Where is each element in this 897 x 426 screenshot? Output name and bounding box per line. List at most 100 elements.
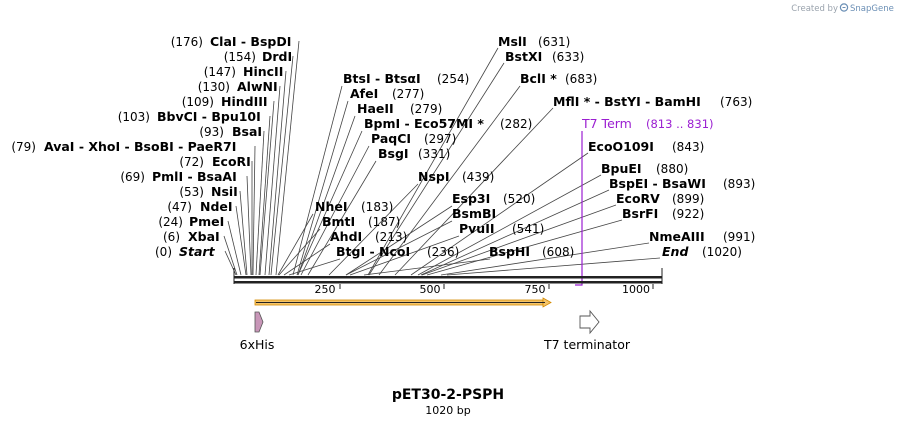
svg-text:MslI: MslI bbox=[498, 34, 527, 49]
site-hincii[interactable]: (147) HincII bbox=[204, 64, 284, 79]
site-bpuei[interactable]: BpuEI (880) bbox=[601, 161, 688, 176]
svg-text:(1020): (1020) bbox=[702, 245, 742, 259]
svg-text:BstXI: BstXI bbox=[505, 49, 542, 64]
tick-1000: 1000 bbox=[622, 283, 650, 296]
site-bsphi[interactable]: BspHI (608) bbox=[489, 244, 574, 259]
svg-text:(520): (520) bbox=[503, 192, 535, 206]
site-nhei[interactable]: NheI (183) bbox=[315, 199, 393, 214]
site-hindiii[interactable]: (109) HindIII bbox=[182, 94, 268, 109]
svg-text:BmtI: BmtI bbox=[322, 214, 355, 229]
svg-text:BsrFI: BsrFI bbox=[622, 206, 658, 221]
svg-text:Start: Start bbox=[179, 244, 216, 259]
site-drdi[interactable]: (154) DrdI bbox=[224, 49, 292, 64]
svg-text:(331): (331) bbox=[418, 147, 450, 161]
site-xbai[interactable]: (6) XbaI bbox=[163, 229, 220, 244]
svg-text:MflI * - BstYI - BamHI: MflI * - BstYI - BamHI bbox=[553, 94, 701, 109]
site-pvuii[interactable]: PvuII (541) bbox=[459, 221, 544, 236]
svg-text:(608): (608) bbox=[542, 245, 574, 259]
site-esp3i[interactable]: Esp3I (520) bbox=[452, 191, 535, 206]
svg-text:NspI: NspI bbox=[418, 169, 450, 184]
svg-text:HindIII: HindIII bbox=[221, 94, 268, 109]
orf-arrow[interactable] bbox=[254, 297, 552, 308]
svg-text:ClaI - BspDI: ClaI - BspDI bbox=[210, 34, 291, 49]
map-length: 1020 bp bbox=[425, 404, 470, 417]
site-avai-xhoi-bsobi-paer7i[interactable]: (79) AvaI - XhoI - BsoBI - PaeR7I bbox=[11, 139, 236, 154]
svg-text:BspEI - BsaWI: BspEI - BsaWI bbox=[609, 176, 706, 191]
site-nspi[interactable]: NspI (439) bbox=[418, 169, 494, 184]
tick-500: 500 bbox=[420, 283, 441, 296]
sequence-backbone bbox=[233, 268, 663, 284]
site-ecori[interactable]: (72) EcoRI bbox=[179, 154, 250, 169]
site-end[interactable]: End (1020) bbox=[662, 244, 742, 259]
site-clai-bspdi[interactable]: (176) ClaI - BspDI bbox=[171, 34, 292, 49]
svg-text:(213): (213) bbox=[375, 230, 407, 244]
site-bcli[interactable]: BclI * (683) bbox=[520, 71, 597, 86]
svg-text:(282): (282) bbox=[500, 117, 532, 131]
svg-text:(541): (541) bbox=[512, 222, 544, 236]
svg-text:(176): (176) bbox=[171, 35, 203, 49]
svg-text:AlwNI: AlwNI bbox=[237, 79, 278, 94]
site-bspei-bsawi[interactable]: BspEI - BsaWI (893) bbox=[609, 176, 755, 191]
site-ndei[interactable]: (47) NdeI bbox=[167, 199, 232, 214]
svg-text:BsmBI: BsmBI bbox=[452, 206, 496, 221]
site-bsmbi[interactable]: BsmBI bbox=[452, 206, 496, 221]
site-bstxi[interactable]: BstXI (633) bbox=[505, 49, 584, 64]
svg-text:(277): (277) bbox=[392, 87, 424, 101]
site-nmeaiii[interactable]: NmeAIII (991) bbox=[649, 229, 755, 244]
t7-term-label[interactable]: T7 Term (813 .. 831) bbox=[581, 116, 714, 131]
site-ecoo109i[interactable]: EcoO109I (843) bbox=[588, 139, 704, 154]
svg-text:(893): (893) bbox=[723, 177, 755, 191]
site-bmti[interactable]: BmtI (187) bbox=[322, 214, 400, 229]
site-ecorv[interactable]: EcoRV (899) bbox=[616, 191, 704, 206]
svg-text:NmeAIII: NmeAIII bbox=[649, 229, 705, 244]
site-paqci[interactable]: PaqCI (297) bbox=[371, 131, 456, 146]
site-pmei[interactable]: (24) PmeI bbox=[158, 214, 224, 229]
svg-text:BsaI: BsaI bbox=[232, 124, 262, 139]
site-bsrfi[interactable]: BsrFI (922) bbox=[622, 206, 704, 221]
site-start[interactable]: (0) Start bbox=[155, 244, 216, 259]
site-bsai[interactable]: (93) BsaI bbox=[199, 124, 262, 139]
svg-text:BbvCI - Bpu10I: BbvCI - Bpu10I bbox=[157, 109, 261, 124]
svg-text:(631): (631) bbox=[538, 35, 570, 49]
site-btsi-btsai[interactable]: BtsI - BtsαI (254) bbox=[343, 71, 469, 86]
site-btgi-ncoi[interactable]: BtgI - NcoI (236) bbox=[336, 244, 459, 259]
site-afei[interactable]: AfeI (277) bbox=[350, 86, 424, 101]
svg-text:(154): (154) bbox=[224, 50, 256, 64]
credit-brand[interactable]: SnapGene bbox=[850, 4, 894, 14]
feature-t7-terminator[interactable] bbox=[579, 309, 600, 335]
site-mfli-bstyi-bamhi[interactable]: MflI * - BstYI - BamHI (763) bbox=[553, 94, 752, 109]
svg-text:(813 .. 831): (813 .. 831) bbox=[646, 117, 714, 131]
svg-text:PmeI: PmeI bbox=[189, 214, 224, 229]
svg-text:PmlI - BsaAI: PmlI - BsaAI bbox=[152, 169, 237, 184]
site-bbvci-bpu10i[interactable]: (103) BbvCI - Bpu10I bbox=[118, 109, 261, 124]
site-bsgi[interactable]: BsgI (331) bbox=[378, 146, 450, 161]
svg-text:T7 Term: T7 Term bbox=[581, 116, 632, 131]
site-nsii[interactable]: (53) NsiI bbox=[179, 184, 237, 199]
site-bpmi-eco57mi[interactable]: BpmI - Eco57MI * (282) bbox=[364, 116, 532, 131]
svg-text:(147): (147) bbox=[204, 65, 236, 79]
ruler bbox=[339, 284, 654, 289]
svg-text:(6): (6) bbox=[163, 230, 180, 244]
site-ahdi[interactable]: AhdI (213) bbox=[330, 229, 407, 244]
site-alwni[interactable]: (130) AlwNI bbox=[198, 79, 278, 94]
svg-text:EcoO109I: EcoO109I bbox=[588, 139, 654, 154]
svg-text:HaeII: HaeII bbox=[357, 101, 394, 116]
svg-text:(130): (130) bbox=[198, 80, 230, 94]
site-msli[interactable]: MslI (631) bbox=[498, 34, 570, 49]
svg-text:(633): (633) bbox=[552, 50, 584, 64]
feature-6xhis-label: 6xHis bbox=[240, 337, 275, 352]
svg-text:BspHI: BspHI bbox=[489, 244, 530, 259]
svg-text:(254): (254) bbox=[437, 72, 469, 86]
svg-text:(93): (93) bbox=[199, 125, 224, 139]
svg-text:NdeI: NdeI bbox=[200, 199, 233, 214]
feature-6xhis[interactable] bbox=[254, 311, 264, 333]
svg-text:(47): (47) bbox=[167, 200, 192, 214]
svg-text:(24): (24) bbox=[158, 215, 183, 229]
svg-text:(79): (79) bbox=[11, 140, 36, 154]
site-haeii[interactable]: HaeII (279) bbox=[357, 101, 442, 116]
svg-text:AvaI - XhoI - BsoBI -: AvaI - XhoI - BsoBI - PaeR7I bbox=[44, 139, 236, 154]
svg-text:HincII: HincII bbox=[243, 64, 283, 79]
svg-text:EcoRI: EcoRI bbox=[212, 154, 251, 169]
svg-text:(72): (72) bbox=[179, 155, 204, 169]
site-pmli-bsaai[interactable]: (69) PmlI - BsaAI bbox=[120, 169, 236, 184]
